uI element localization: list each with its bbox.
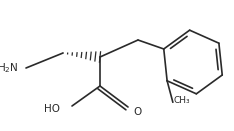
Text: CH₃: CH₃ <box>174 95 190 105</box>
Text: HO: HO <box>44 104 60 114</box>
Text: O: O <box>133 107 141 117</box>
Text: H$_2$N: H$_2$N <box>0 61 19 75</box>
